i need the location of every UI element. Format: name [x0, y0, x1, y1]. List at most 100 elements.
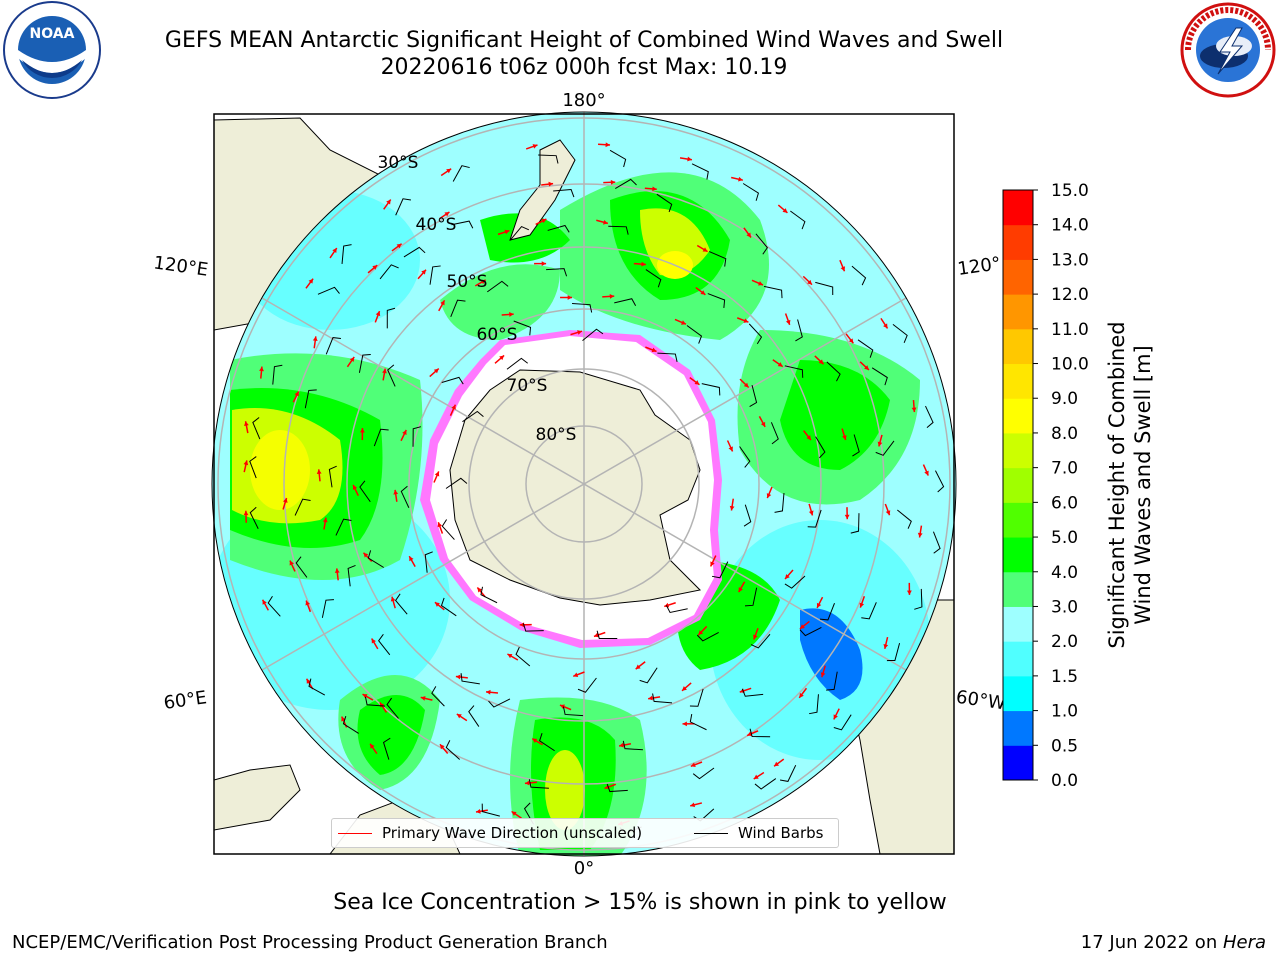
wind-barb [622, 740, 643, 751]
wave-arrow-head [439, 744, 445, 750]
colorbar-segment [1003, 467, 1033, 503]
wind-barb [689, 713, 707, 731]
wind-barb [615, 178, 637, 190]
graticule [217, 112, 951, 856]
wind-barb [462, 410, 484, 423]
wind-barb [596, 630, 618, 639]
wind-barb [272, 364, 283, 385]
wave-arrow-head [698, 630, 704, 636]
wave-arrow-head [567, 295, 573, 300]
wave-arrow-head [370, 743, 375, 749]
colorbar-label-line2: Wind Waves and Swell [m] [1131, 345, 1155, 625]
colorbar-segment [1003, 502, 1033, 538]
wave-arrow-head [680, 320, 686, 325]
wind-barb [774, 492, 785, 513]
wind-barb [754, 778, 777, 790]
wind-barb [325, 337, 341, 355]
colorbar-segment [1003, 259, 1033, 295]
lat-label-60s: 60°S [477, 325, 518, 345]
wind-barb [701, 383, 721, 396]
wave-arrow-head [799, 692, 804, 698]
colorbar-tick-label: 0.5 [1051, 736, 1078, 756]
wave-arrow-head [451, 404, 456, 410]
wave-arrow-head [924, 470, 929, 476]
wave-arrow-head [409, 556, 414, 562]
wave-arrow-head [305, 600, 310, 606]
colorbar-tick-label: 8.0 [1051, 424, 1078, 444]
wind-barb [249, 506, 259, 529]
wave-arrow-head [820, 672, 826, 678]
wind-barb [857, 339, 874, 358]
wave-arrow-head [504, 229, 510, 235]
wind-barb [441, 519, 455, 540]
wave-arrow-head [690, 802, 696, 808]
wave-arrow-head [648, 695, 653, 701]
wave-arrow-head [885, 510, 891, 516]
wind-barb [606, 783, 628, 793]
wave-direction-arrows [243, 142, 929, 826]
colorbar-segment [1003, 190, 1033, 226]
wind-barb [509, 225, 530, 241]
wave-arrow-head [738, 587, 743, 593]
wind-barb [358, 353, 371, 373]
wave-arrow-head [509, 312, 514, 317]
wind-barb [513, 320, 532, 336]
wind-barb [506, 357, 528, 370]
wind-barb [562, 706, 584, 717]
colorbar-frame [1002, 189, 1034, 781]
lon-label-120e: 120°E [152, 252, 209, 280]
wave-arrow-head [818, 359, 824, 365]
wind-barb [546, 268, 568, 277]
colorbar-tick-label: 4.0 [1051, 563, 1078, 583]
wind-barb [249, 456, 257, 479]
lat-label-40s: 40°S [416, 215, 457, 235]
wind-barb [295, 556, 308, 578]
wave-arrow-head [480, 279, 486, 285]
colorbar-label-line1: Significant Height of Combined [1105, 321, 1129, 648]
colorbar-segment [1003, 363, 1033, 399]
wave-arrow-head [785, 574, 790, 579]
colorbar-tick-label: 1.5 [1051, 667, 1078, 687]
wind-barb [481, 803, 500, 817]
wave-arrow-head [243, 460, 249, 466]
wave-arrow-head [282, 498, 288, 503]
colorbar-tick-label: 10.0 [1051, 355, 1089, 375]
noaa-logo-text: NOAA [30, 26, 75, 42]
wind-barb [741, 688, 764, 697]
wind-barb [744, 587, 758, 607]
wind-barb [686, 325, 703, 344]
wind-barb [750, 633, 771, 649]
wind-barb [487, 280, 509, 293]
legend-swatch-wave [338, 832, 372, 834]
wind-barb [379, 264, 399, 280]
antarctic-continent [449, 369, 702, 606]
wind-barb [450, 299, 466, 318]
wave-arrow-head [262, 599, 267, 605]
wind-barb [815, 436, 826, 459]
wave-arrow-head [434, 602, 440, 607]
wind-barb [267, 595, 281, 617]
wave-arrow-head [651, 347, 657, 353]
wind-barb [914, 588, 923, 610]
wind-barb [528, 779, 549, 789]
wind-barb [892, 323, 908, 344]
wind-barb [739, 446, 751, 468]
colorbar-tick-label: 7.0 [1051, 459, 1078, 479]
wave-arrow-head [507, 653, 513, 659]
wind-barb [488, 698, 511, 708]
wind-barb [400, 485, 410, 508]
wave-arrow-head [532, 144, 538, 149]
colorbar: 0.0 0.5 1.0 1.5 2.0 3.0 4.0 5.0 6.0 7.0 8.0 9.0 10.0… [1002, 181, 1089, 791]
colorbar-segment [1003, 432, 1033, 469]
wave-arrow-head [753, 774, 759, 780]
wave-arrow-head [777, 362, 783, 367]
wind-barb [770, 422, 779, 445]
wave-arrow-head [844, 514, 850, 520]
wave-arrow-head [455, 674, 461, 680]
wind-barb [515, 646, 531, 667]
wind-barb [807, 509, 822, 528]
wave-arrow-head [877, 441, 883, 447]
wave-arrow-head [911, 407, 917, 413]
wave-arrow-head [541, 261, 547, 267]
lat-label-70s: 70°S [507, 376, 548, 396]
